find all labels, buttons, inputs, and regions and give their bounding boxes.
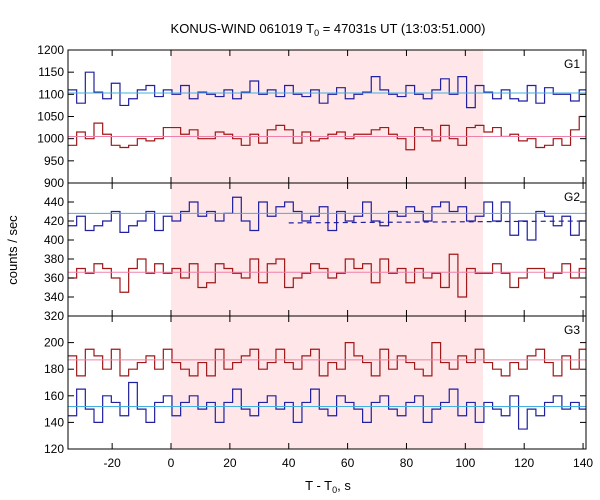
- y-tick-label: 1200: [37, 43, 64, 57]
- plot-panels: 90095010001050110011501200G1320340360380…: [37, 43, 593, 470]
- y-tick-label: 1000: [37, 132, 64, 146]
- x-ticks: -20 0 20 40 60 80 100 120 140: [103, 316, 593, 470]
- x-ticks: [111, 183, 584, 316]
- y-ticks: 120 140 160 180 200: [44, 336, 586, 456]
- panel-series-group: [68, 196, 586, 298]
- series-g3-red: [68, 342, 586, 377]
- y-ticks: 320 340 360 380 400 420 440: [44, 195, 586, 323]
- x-ticks: [111, 50, 584, 183]
- x-tick-label: 0: [168, 456, 175, 470]
- x-tick-label: 20: [223, 456, 237, 470]
- y-tick-label: 1150: [38, 65, 64, 79]
- y-tick-label: 320: [44, 309, 64, 323]
- x-tick-label: 60: [341, 456, 355, 470]
- chart-title-suffix: = 47031s UT (13:03:51.000): [319, 21, 485, 36]
- y-tick-label: 180: [44, 362, 64, 376]
- panel-label-g2: G2: [564, 190, 580, 204]
- y-tick-label: 200: [44, 336, 64, 350]
- series-g2-blue-dashed: [288, 220, 586, 224]
- y-tick-label: 440: [44, 195, 64, 209]
- x-axis-label-subscript: 0: [332, 485, 337, 495]
- chart-title: KONUS-WIND 061019 T0 = 47031s UT (13:03:…: [171, 21, 486, 38]
- panel-label-g1: G1: [564, 57, 580, 71]
- x-axis-label-suffix: , s: [337, 478, 351, 493]
- x-tick-label: 80: [400, 456, 414, 470]
- series-g2-red: [68, 253, 586, 298]
- highlight-region: [171, 183, 483, 316]
- series-g1-red: [68, 115, 586, 151]
- x-axis-label: T - T0, s: [305, 478, 351, 495]
- panel-g3: 120 140 160 180 200 -20 0 20 40 60 80 100 120 140 G3: [44, 315, 593, 470]
- x-tick-label: 100: [455, 456, 475, 470]
- panel-g2: 320 340 360 380 400 420 440 G2: [44, 182, 587, 323]
- highlight-region: [171, 50, 483, 183]
- y-tick-label: 340: [44, 290, 64, 304]
- chart-title-prefix: KONUS-WIND 061019 T: [171, 21, 315, 36]
- x-tick-label: 120: [514, 456, 534, 470]
- x-tick-label: -20: [103, 456, 121, 470]
- y-tick-label: 120: [44, 442, 64, 456]
- x-tick-label: 140: [573, 456, 593, 470]
- highlight-region: [171, 316, 483, 449]
- y-tick-label: 950: [44, 154, 64, 168]
- panel-g1: 900 950 1000 1050 1100 1150 1200 G1: [37, 43, 587, 190]
- y-tick-label: 140: [44, 415, 64, 429]
- y-tick-label: 1100: [38, 87, 64, 101]
- series-g2-blue: [68, 196, 586, 241]
- y-tick-label: 900: [44, 176, 64, 190]
- y-tick-label: 1050: [37, 110, 64, 124]
- chart-title-subscript: 0: [314, 28, 319, 38]
- y-tick-label: 400: [44, 233, 64, 247]
- y-tick-label: 360: [44, 271, 64, 285]
- panel-series-group: [68, 71, 586, 151]
- y-tick-label: 380: [44, 252, 64, 266]
- x-tick-label: 40: [282, 456, 296, 470]
- x-axis-label-prefix: T - T: [305, 478, 332, 493]
- series-g3-blue: [68, 381, 586, 430]
- panel-label-g3: G3: [564, 323, 580, 337]
- panel-series-group: [68, 342, 586, 430]
- y-ticks: 900 950 1000 1050 1100 1150 1200: [37, 43, 586, 190]
- y-axis-label: counts / sec: [5, 215, 20, 285]
- y-tick-label: 160: [44, 389, 64, 403]
- y-tick-label: 420: [44, 214, 64, 228]
- panel-frame: [67, 315, 587, 450]
